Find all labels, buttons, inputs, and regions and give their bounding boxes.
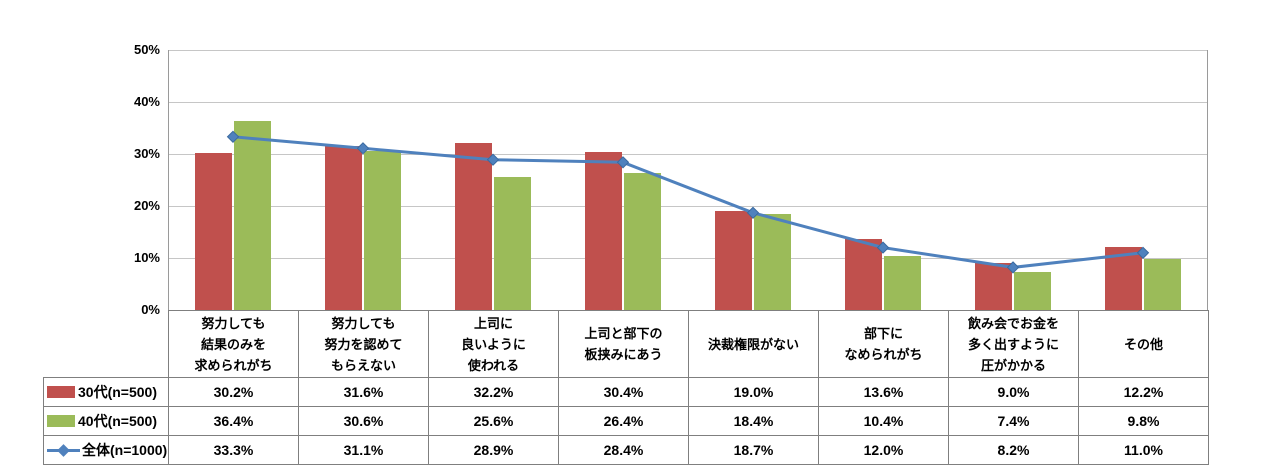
value-cell: 31.6%: [298, 377, 429, 407]
bar-30s: [195, 153, 232, 310]
value-cell: 30.6%: [298, 406, 429, 436]
category-header: 上司に 良いように 使われる: [428, 310, 559, 378]
plot-border: [168, 50, 169, 310]
y-tick-label: 50%: [133, 42, 160, 57]
value-cell: 7.4%: [948, 406, 1079, 436]
value-cell: 31.1%: [298, 435, 429, 465]
table-row: 全体(n=1000) 33.3% 31.1% 28.9% 28.4% 18.7% 12.0%…: [43, 435, 1209, 465]
value-cell: 28.9%: [428, 435, 559, 465]
bar-40s: [1144, 259, 1181, 310]
gridline: [168, 154, 1208, 155]
value-cell: 8.2%: [948, 435, 1079, 465]
value-cell: 36.4%: [168, 406, 299, 436]
legend-cell: 全体(n=1000): [43, 435, 169, 465]
bar-30s: [975, 263, 1012, 310]
bar-30s: [715, 211, 752, 310]
bar-40s: [1014, 271, 1051, 310]
bar-30s: [585, 151, 622, 310]
legend-cell: 40代(n=500): [43, 406, 169, 436]
legend-series-name: 40代(n=500): [78, 413, 157, 429]
y-tick-label: 30%: [133, 146, 160, 161]
value-cell: 10.4%: [818, 406, 949, 436]
value-cell: 30.2%: [168, 377, 299, 407]
bar-30s: [845, 239, 882, 310]
legend-series-name: 全体(n=1000): [82, 442, 168, 458]
table-row: 30代(n=500) 30.2% 31.6% 32.2% 30.4% 19.0% 13.6%…: [43, 377, 1209, 407]
value-cell: 9.0%: [948, 377, 1079, 407]
value-cell: 9.8%: [1078, 406, 1209, 436]
line-series-layer: [226, 130, 1150, 274]
bar-40s: [624, 172, 661, 310]
y-tick-label: 0%: [141, 302, 160, 317]
legend-series-name: 30代(n=500): [78, 384, 157, 400]
category-header: 上司と部下の 板挟みにあう: [558, 310, 689, 378]
table-row: 40代(n=500) 36.4% 30.6% 25.6% 26.4% 18.4% 10.4%…: [43, 406, 1209, 436]
plot-area: [168, 50, 1208, 310]
bar-40s: [754, 214, 791, 310]
table-corner-blank: [44, 311, 169, 378]
category-header: その他: [1078, 310, 1209, 378]
value-cell: 30.4%: [558, 377, 689, 407]
y-tick-label: 10%: [133, 250, 160, 265]
gridline: [168, 206, 1208, 207]
blue-line-swatch-icon: [47, 444, 80, 457]
green-bar-swatch-icon: [47, 415, 75, 427]
category-header: 決裁権限がない: [688, 310, 819, 378]
category-header: 努力しても 結果のみを 求められがち: [168, 310, 299, 378]
category-header: 飲み会でお金を 多く出すように 圧がかかる: [948, 310, 1079, 378]
value-cell: 33.3%: [168, 435, 299, 465]
category-header: 努力しても 努力を認めて もらえない: [298, 310, 429, 378]
bar-40s: [364, 150, 401, 310]
value-cell: 12.0%: [818, 435, 949, 465]
value-cell: 28.4%: [558, 435, 689, 465]
value-cell: 18.4%: [688, 406, 819, 436]
value-cell: 18.7%: [688, 435, 819, 465]
y-tick-label: 40%: [133, 94, 160, 109]
bar-40s: [494, 176, 531, 310]
gridline: [168, 50, 1208, 51]
y-tick-label: 20%: [133, 198, 160, 213]
value-cell: 13.6%: [818, 377, 949, 407]
bar-40s: [234, 120, 271, 310]
value-cell: 19.0%: [688, 377, 819, 407]
bar-40s: [884, 255, 921, 310]
value-cell: 25.6%: [428, 406, 559, 436]
value-cell: 12.2%: [1078, 377, 1209, 407]
value-cell: 26.4%: [558, 406, 689, 436]
line-swatch-diamond: [57, 444, 70, 457]
table-header-row: 努力しても 結果のみを 求められがち 努力しても 努力を認めて もらえない 上司に …: [44, 310, 1209, 378]
plot-border: [1207, 50, 1208, 310]
value-cell: 32.2%: [428, 377, 559, 407]
red-bar-swatch-icon: [47, 386, 75, 398]
gridline: [168, 258, 1208, 259]
bar-30s: [325, 145, 362, 310]
data-table: 努力しても 結果のみを 求められがち 努力しても 努力を認めて もらえない 上司に …: [43, 310, 1209, 465]
gridline: [168, 102, 1208, 103]
legend-cell: 30代(n=500): [43, 377, 169, 407]
value-cell: 11.0%: [1078, 435, 1209, 465]
bar-30s: [455, 142, 492, 310]
category-header: 部下に なめられがち: [818, 310, 949, 378]
bar-30s: [1105, 246, 1142, 310]
